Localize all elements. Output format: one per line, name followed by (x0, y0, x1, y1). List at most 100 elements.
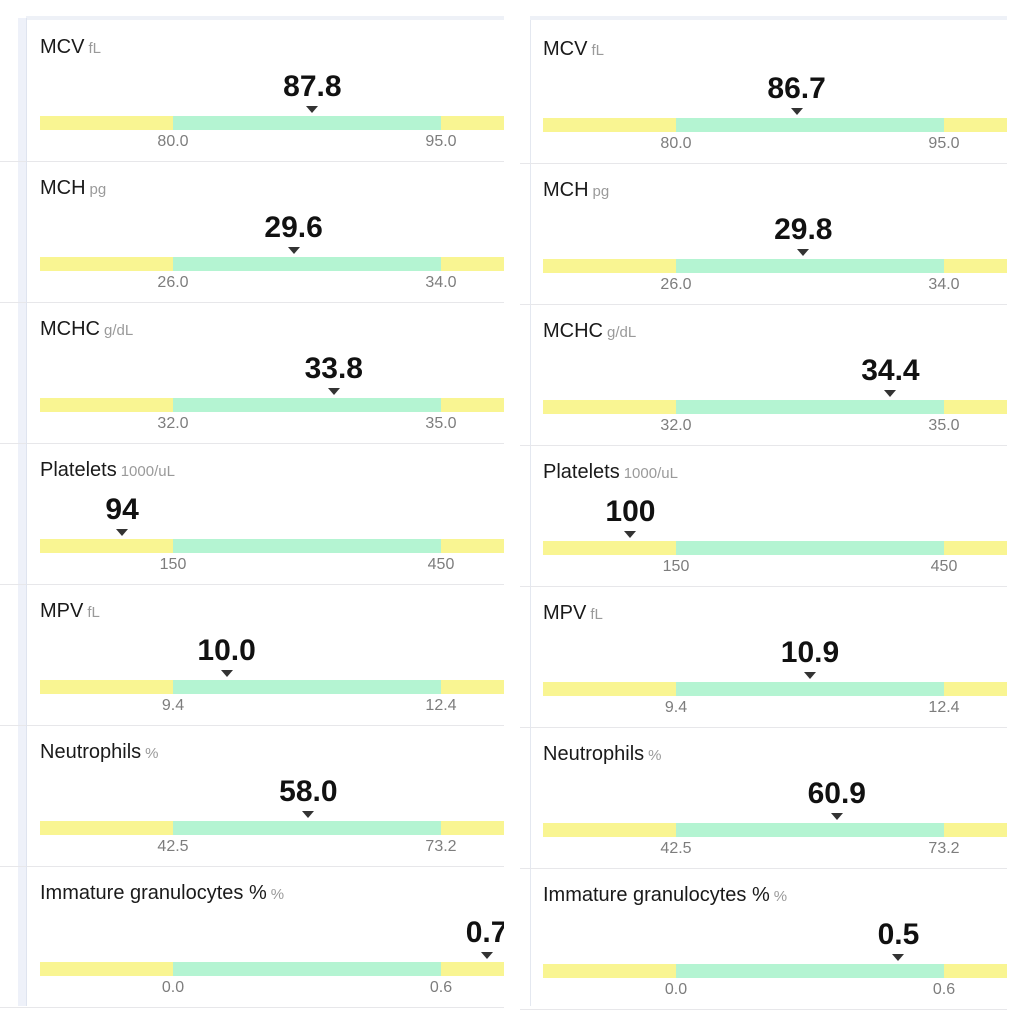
range-low-label: 42.5 (660, 840, 692, 857)
test-name: Immature granulocytes % (543, 884, 770, 906)
result-card-immature[interactable]: Immature granulocytes %% 0.5 0.0 0.6 (520, 868, 1007, 1010)
range-bar (40, 821, 504, 835)
test-value: 86.7 (767, 72, 826, 105)
test-label: Immature granulocytes %% (40, 882, 284, 905)
value-marker-icon (302, 811, 315, 818)
test-name: MCV (543, 38, 588, 60)
range-bar-high (944, 118, 1007, 132)
range-high-label: 73.2 (928, 840, 960, 857)
value-marker-icon (830, 813, 843, 820)
range-bar-normal (676, 682, 944, 696)
result-card-mcv[interactable]: MCV fL 86.7 80.0 95.0 (520, 22, 1007, 164)
range-bar-low (40, 539, 173, 553)
test-name: MPV (543, 602, 587, 624)
test-label: Immature granulocytes %% (543, 884, 787, 907)
range-bar-low (40, 116, 173, 130)
range-low-label: 32.0 (660, 417, 692, 434)
result-card-platelets[interactable]: Platelets 1000/uL 94 150 450 (0, 443, 504, 585)
value-marker-icon (804, 672, 816, 679)
result-card-mcv[interactable]: MCV fL 87.8 80.0 95.0 (0, 20, 504, 162)
range-bar (543, 259, 1007, 273)
range-bar-low (543, 541, 676, 555)
result-card-neutrophils[interactable]: Neutrophils% 58.0 42.5 73.2 (0, 725, 504, 867)
range-bar-high (441, 539, 504, 553)
test-label: Platelets 1000/uL (543, 461, 678, 484)
range-bar-normal (676, 823, 944, 837)
result-card-neutrophils[interactable]: Neutrophils% 60.9 42.5 73.2 (520, 727, 1007, 869)
test-unit: fL (590, 606, 603, 623)
range-low-label: 32.0 (157, 415, 189, 432)
result-card-mpv[interactable]: MPV fL 10.9 9.4 12.4 (520, 586, 1007, 728)
result-card-mchc[interactable]: MCHC g/dL 33.8 32.0 35.0 (0, 302, 504, 444)
test-label: Neutrophils% (40, 741, 159, 764)
test-value: 33.8 (304, 352, 363, 385)
range-low-label: 26.0 (157, 274, 189, 291)
test-name: MCHC (40, 318, 100, 340)
test-label: MCV fL (543, 38, 604, 61)
range-bar-high (441, 821, 504, 835)
test-unit: fL (88, 40, 101, 57)
test-name: Platelets (543, 461, 620, 483)
test-unit: pg (89, 181, 107, 198)
test-label: MCHC g/dL (40, 318, 133, 341)
value-marker-icon (480, 952, 493, 959)
range-bar-normal (676, 541, 944, 555)
result-card-mch[interactable]: MCH pg 29.6 26.0 34.0 (0, 161, 504, 303)
result-card-mchc[interactable]: MCHC g/dL 34.4 32.0 35.0 (520, 304, 1007, 446)
test-unit: fL (87, 604, 100, 621)
value-marker-icon (624, 531, 637, 538)
test-name: MCV (40, 36, 85, 58)
range-bar (40, 539, 504, 553)
test-value: 10.0 (197, 634, 256, 667)
test-unit: % (773, 888, 788, 905)
test-value: 34.4 (861, 354, 920, 387)
range-bar (543, 400, 1007, 414)
range-low-label: 150 (662, 558, 690, 575)
range-bar-high (441, 398, 504, 412)
range-low-label: 9.4 (664, 699, 688, 716)
test-name: Immature granulocytes % (40, 882, 267, 904)
range-high-label: 0.6 (429, 979, 453, 996)
range-bar-normal (676, 964, 944, 978)
test-unit: fL (591, 42, 604, 59)
result-card-mch[interactable]: MCH pg 29.8 26.0 34.0 (520, 163, 1007, 305)
test-value: 0.7 (465, 916, 504, 949)
test-name: Platelets (40, 459, 117, 481)
right-results-panel: MCV fL 86.7 80.0 95.0 MCH pg 29.8 26.0 34.0 MCHC g/… (520, 0, 1007, 1024)
result-card-platelets[interactable]: Platelets 1000/uL 100 150 450 (520, 445, 1007, 587)
range-high-label: 73.2 (425, 838, 457, 855)
range-low-label: 0.0 (161, 979, 185, 996)
range-bar-normal (173, 539, 441, 553)
value-marker-icon (892, 954, 905, 961)
range-bar-high (944, 259, 1007, 273)
range-bar-high (944, 541, 1007, 555)
range-high-label: 12.4 (425, 697, 457, 714)
range-bar-normal (173, 116, 441, 130)
range-high-label: 95.0 (425, 133, 457, 150)
test-unit: 1000/uL (623, 465, 678, 482)
range-high-label: 450 (427, 556, 455, 573)
value-marker-icon (790, 108, 803, 115)
range-bar-normal (173, 398, 441, 412)
range-high-label: 34.0 (425, 274, 457, 291)
range-low-label: 80.0 (660, 135, 692, 152)
range-bar (40, 116, 504, 130)
range-bar (543, 541, 1007, 555)
range-bar-normal (173, 257, 441, 271)
result-card-immature[interactable]: Immature granulocytes %% 0.7 0.0 0.6 (0, 866, 504, 1008)
range-high-label: 34.0 (928, 276, 960, 293)
range-bar-low (40, 962, 173, 976)
test-value: 60.9 (807, 777, 866, 810)
range-bar-normal (676, 259, 944, 273)
range-bar-low (543, 964, 676, 978)
test-value: 94 (105, 493, 139, 526)
result-card-mpv[interactable]: MPV fL 10.0 9.4 12.4 (0, 584, 504, 726)
range-bar-normal (676, 400, 944, 414)
value-marker-icon (797, 249, 810, 256)
range-bar (543, 682, 1007, 696)
value-marker-icon (116, 529, 129, 536)
range-bar-high (944, 964, 1007, 978)
range-bar-normal (173, 821, 441, 835)
range-high-label: 12.4 (928, 699, 960, 716)
range-low-label: 42.5 (157, 838, 189, 855)
